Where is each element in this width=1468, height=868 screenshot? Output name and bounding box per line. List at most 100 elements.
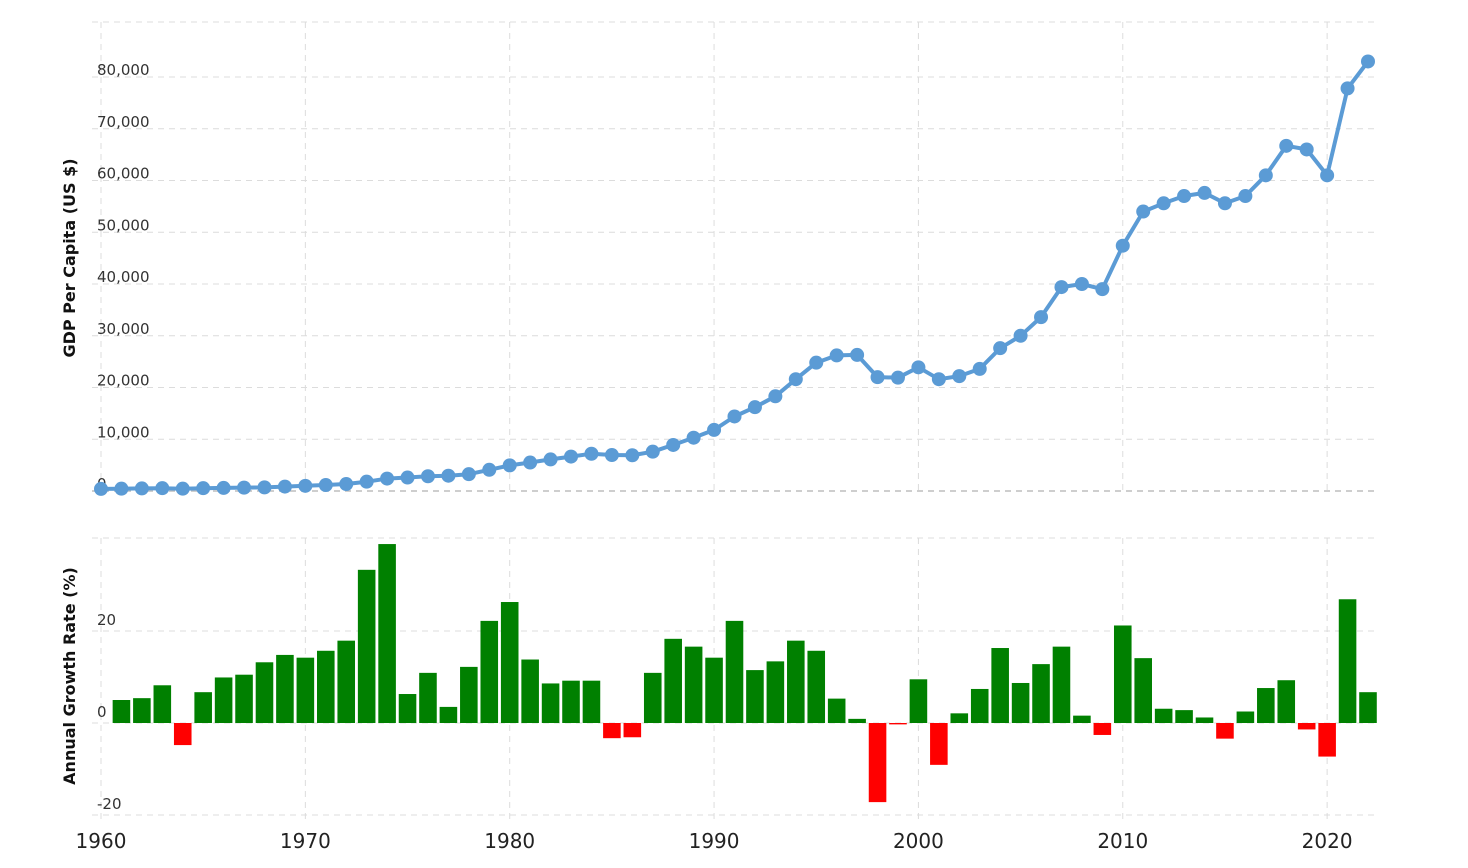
growth-bar <box>1134 658 1152 723</box>
top-panel-y-ticks: 010,00020,00030,00040,00050,00060,00070,… <box>97 61 150 493</box>
gdp-data-point <box>829 348 844 363</box>
top-y-tick-label: 10,000 <box>97 423 150 441</box>
growth-bar <box>1093 723 1112 735</box>
growth-bar <box>337 640 356 723</box>
gdp-data-point <box>543 452 558 467</box>
growth-bar <box>296 657 315 723</box>
growth-bar <box>582 680 601 723</box>
gdp-data-point <box>1115 238 1130 253</box>
growth-bar <box>235 674 253 723</box>
gdp-data-point <box>257 480 272 495</box>
gdp-data-point <box>1197 185 1212 200</box>
gdp-data-point <box>870 370 885 385</box>
gdp-data-point <box>1340 81 1355 96</box>
gdp-data-point <box>1299 142 1314 157</box>
growth-bar <box>357 569 376 723</box>
growth-bar <box>194 692 212 723</box>
gdp-data-point <box>400 470 415 485</box>
growth-bar <box>991 648 1009 723</box>
growth-bar <box>1216 723 1234 739</box>
growth-bar <box>1297 723 1316 730</box>
growth-bar <box>398 694 417 723</box>
bottom-y-tick-label: 20 <box>97 611 116 629</box>
gdp-data-point <box>666 437 681 452</box>
growth-bar <box>970 688 989 723</box>
growth-bar <box>1277 680 1296 723</box>
gdp-data-point <box>482 462 497 477</box>
growth-bar <box>460 666 478 723</box>
growth-bar <box>1175 710 1193 723</box>
gdp-data-point <box>318 478 333 493</box>
growth-bar <box>1011 682 1030 723</box>
gdp-data-point <box>502 458 517 473</box>
gdp-data-point <box>1177 189 1192 204</box>
gdp-data-point <box>707 422 722 437</box>
gdp-data-point <box>1054 280 1069 295</box>
growth-bar <box>378 544 396 723</box>
top-y-tick-label: 30,000 <box>97 320 150 338</box>
x-tick-label: 2000 <box>893 829 944 853</box>
gdp-data-point <box>94 481 108 496</box>
growth-bar <box>255 662 274 723</box>
growth-bar <box>848 718 866 723</box>
growth-bar <box>684 646 703 723</box>
gdp-data-point <box>645 444 660 459</box>
growth-bar <box>725 620 744 723</box>
top-panel-grid <box>92 21 1375 492</box>
growth-bar <box>1154 708 1173 723</box>
gdp-data-point <box>175 481 190 496</box>
gdp-data-point <box>727 409 742 424</box>
growth-bar <box>1359 692 1377 723</box>
gdp-data-point <box>625 448 640 463</box>
growth-bar <box>1073 715 1091 723</box>
growth-bar <box>1113 625 1132 723</box>
gdp-data-point <box>768 389 783 404</box>
x-tick-label: 2010 <box>1097 829 1148 853</box>
growth-bar <box>664 638 682 723</box>
growth-bar <box>133 698 151 723</box>
growth-bar <box>787 640 805 723</box>
gdp-data-point <box>1217 196 1232 211</box>
gdp-data-point <box>1074 277 1089 291</box>
growth-bar <box>419 672 437 723</box>
gdp-data-point <box>1238 189 1253 204</box>
growth-bar <box>1257 688 1275 723</box>
growth-bar <box>746 670 764 723</box>
bottom-y-tick-label: 0 <box>97 703 107 721</box>
gdp-data-point <box>196 481 211 496</box>
growth-bar <box>1318 723 1336 757</box>
growth-bar <box>562 680 580 723</box>
top-panel-y-axis-label: GDP Per Capita (US $) <box>60 158 79 357</box>
growth-bar <box>1032 664 1050 723</box>
gdp-data-point <box>134 481 149 496</box>
growth-bar <box>1052 646 1071 723</box>
growth-bar <box>317 650 335 723</box>
gdp-data-point <box>1136 204 1151 219</box>
growth-bars <box>112 544 1377 803</box>
gdp-data-point <box>114 481 129 496</box>
gdp-data-point <box>1320 168 1335 183</box>
top-y-tick-label: 20,000 <box>97 372 150 390</box>
gdp-data-point <box>277 479 292 494</box>
bottom-panel-y-ticks: -20 0 20 <box>97 611 122 813</box>
x-axis-ticks: 1960 1970 1980 1990 2000 2010 2020 <box>76 829 1353 853</box>
gdp-data-point <box>461 467 476 482</box>
gdp-data-point <box>359 474 374 489</box>
gdp-data-point <box>890 370 905 385</box>
growth-bar <box>827 698 846 723</box>
growth-bar <box>807 650 826 723</box>
growth-bar <box>623 723 642 738</box>
growth-bar <box>766 661 785 723</box>
gdp-data-point <box>380 471 395 486</box>
gdp-data-point <box>931 372 946 387</box>
gdp-data-point <box>1361 54 1375 69</box>
growth-bar <box>1236 711 1255 723</box>
gdp-data-point <box>993 341 1008 356</box>
gdp-data-point <box>155 481 170 496</box>
gdp-data-point <box>584 446 599 461</box>
growth-bar <box>480 620 499 723</box>
x-tick-label: 2020 <box>1302 829 1353 853</box>
gdp-data-point <box>339 477 354 492</box>
